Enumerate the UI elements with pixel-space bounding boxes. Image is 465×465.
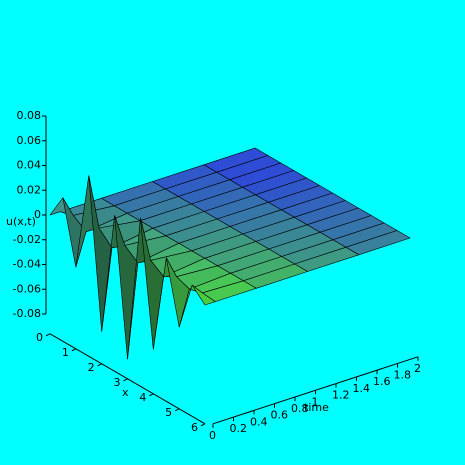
z-tick-label: -0.06 bbox=[13, 282, 41, 295]
y-tick-label: 0.4 bbox=[250, 415, 268, 428]
x-tick-label: 1 bbox=[62, 346, 69, 359]
y-tick-label: 1.2 bbox=[332, 389, 350, 402]
y-tick-label: 0.2 bbox=[230, 422, 248, 435]
z-tick-label: -0.02 bbox=[13, 233, 41, 246]
z-tick-label: 0.02 bbox=[17, 183, 42, 196]
surface-patch bbox=[191, 284, 216, 306]
z-tick-label: 0 bbox=[34, 208, 41, 221]
x-tick-label: 2 bbox=[88, 361, 95, 374]
x-tick-label: 6 bbox=[191, 421, 198, 434]
z-tick-label: -0.04 bbox=[13, 258, 41, 271]
x-tick bbox=[123, 378, 128, 382]
x-tick-label: 0 bbox=[36, 331, 43, 344]
x-tick-label: 3 bbox=[114, 376, 121, 389]
x-axis-label: x bbox=[122, 386, 129, 399]
y-tick-label: 1 bbox=[312, 395, 319, 408]
y-tick-label: 1.8 bbox=[394, 369, 412, 382]
y-tick-label: 1.4 bbox=[353, 382, 371, 395]
x-tick bbox=[45, 333, 51, 337]
x-tick-label: 5 bbox=[165, 406, 172, 419]
y-tick-label: 2 bbox=[414, 362, 421, 375]
x-tick bbox=[97, 363, 102, 367]
z-axis-label: u(x,t) bbox=[6, 215, 36, 228]
x-tick bbox=[149, 393, 154, 397]
z-tick-label: 0.06 bbox=[17, 134, 42, 147]
y-axis-label: time bbox=[304, 401, 329, 414]
y-tick-label: 0.6 bbox=[271, 409, 289, 422]
x-tick-label: 4 bbox=[139, 391, 146, 404]
z-tick-label: -0.08 bbox=[13, 307, 41, 320]
x-tick bbox=[71, 348, 77, 352]
z-tick-label: 0.08 bbox=[17, 109, 42, 122]
y-tick-label: 0.8 bbox=[291, 402, 309, 415]
x-tick bbox=[174, 408, 180, 412]
x-tick bbox=[200, 423, 206, 427]
y-tick-label: 1.6 bbox=[373, 375, 391, 388]
y-tick-label: 0 bbox=[209, 429, 216, 442]
z-tick-label: 0.04 bbox=[17, 159, 42, 172]
